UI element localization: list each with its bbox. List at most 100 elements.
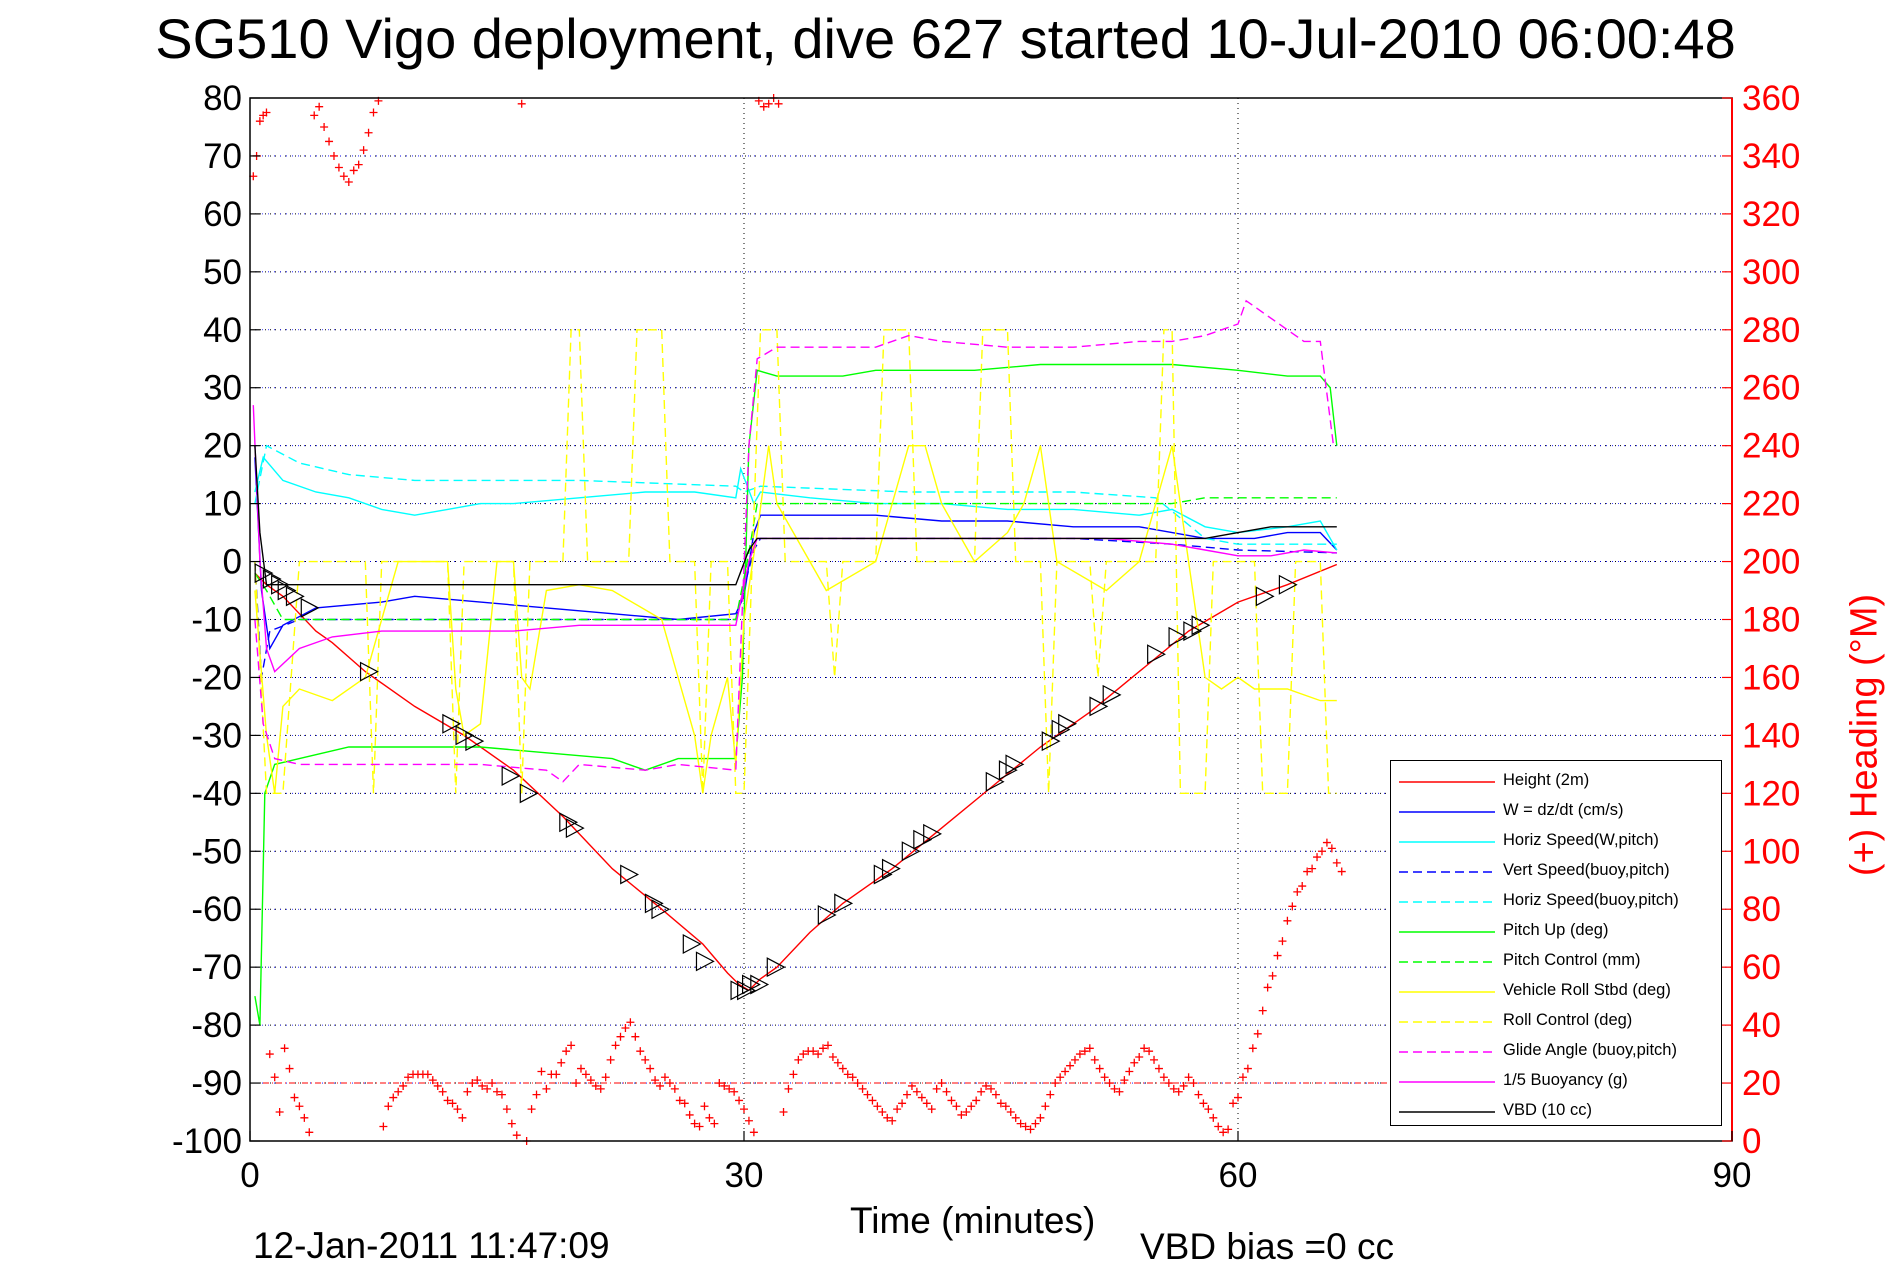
height-marker-triangle xyxy=(1058,713,1078,734)
heading-plus-marker xyxy=(927,1105,936,1114)
heading-plus-marker xyxy=(1209,1113,1218,1122)
heading-plus-marker xyxy=(493,1087,501,1096)
legend-item: Height (2m) xyxy=(1391,767,1721,797)
heading-plus-marker xyxy=(665,1079,674,1088)
heading-plus-marker xyxy=(789,1070,798,1079)
heading-plus-marker xyxy=(1332,858,1341,867)
y2-tick-label: 180 xyxy=(1742,601,1800,640)
heading-plus-marker xyxy=(641,1055,650,1064)
height-marker-triangle xyxy=(644,893,664,914)
heading-plus-marker xyxy=(1288,902,1297,911)
heading-plus-marker xyxy=(740,1105,748,1114)
height-marker-triangle xyxy=(750,974,770,995)
heading-plus-marker xyxy=(443,1096,452,1105)
heading-plus-marker xyxy=(1303,867,1312,876)
height-marker-triangle xyxy=(651,899,671,920)
heading-plus-marker xyxy=(853,1079,862,1088)
heading-plus-marker xyxy=(1135,1052,1144,1061)
heading-plus-marker xyxy=(685,1110,694,1119)
y-tick-label: -100 xyxy=(172,1122,242,1161)
heading-plus-marker xyxy=(438,1087,447,1096)
legend-label: Vehicle Roll Stbd (deg) xyxy=(1503,981,1671,999)
heading-plus-marker xyxy=(1238,1073,1247,1082)
heading-plus-marker xyxy=(1337,867,1346,876)
heading-plus-marker xyxy=(759,102,768,111)
legend-item: Pitch Up (deg) xyxy=(1391,917,1721,947)
heading-plus-marker xyxy=(325,137,334,146)
heading-plus-marker xyxy=(1229,1099,1238,1108)
heading-plus-marker xyxy=(962,1108,971,1117)
heading-plus-marker xyxy=(389,1093,398,1102)
heading-plus-marker xyxy=(1006,1108,1015,1117)
heading-plus-marker xyxy=(907,1081,916,1090)
heading-plus-marker xyxy=(626,1018,635,1027)
heading-plus-marker xyxy=(996,1099,1005,1108)
x-tick-label: 30 xyxy=(725,1156,764,1195)
heading-plus-marker xyxy=(448,1099,457,1108)
heading-plus-marker xyxy=(1016,1119,1025,1128)
heading-plus-marker xyxy=(1031,1119,1040,1128)
heading-plus-marker xyxy=(991,1090,1000,1099)
legend-label: Glide Angle (buoy,pitch) xyxy=(1503,1041,1677,1059)
heading-plus-marker xyxy=(606,1055,615,1064)
heading-plus-marker xyxy=(888,1116,897,1125)
legend-item: VBD (10 cc) xyxy=(1391,1097,1721,1127)
heading-plus-marker xyxy=(310,111,319,120)
heading-plus-marker xyxy=(1298,882,1307,891)
heading-plus-marker xyxy=(922,1099,931,1108)
heading-plus-marker xyxy=(1090,1055,1099,1064)
legend-swatch xyxy=(1399,1051,1495,1053)
y2-tick-label: 0 xyxy=(1742,1122,1761,1161)
heading-plus-marker xyxy=(262,108,271,117)
heading-plus-marker xyxy=(952,1102,961,1111)
heading-plus-marker xyxy=(270,1073,279,1082)
heading-plus-marker xyxy=(290,1093,299,1102)
heading-markers xyxy=(249,94,1346,1145)
legend-label: Vert Speed(buoy,pitch) xyxy=(1503,861,1670,879)
y-tick-label: 50 xyxy=(203,253,242,292)
heading-plus-marker xyxy=(893,1105,902,1114)
y2-tick-label: 340 xyxy=(1742,137,1800,176)
y2-tick-label: 80 xyxy=(1742,890,1781,929)
heading-plus-marker xyxy=(651,1076,660,1085)
heading-plus-marker xyxy=(1263,983,1272,992)
height-marker-triangle xyxy=(565,818,585,839)
legend-label: Pitch Control (mm) xyxy=(1503,951,1641,969)
heading-plus-marker xyxy=(779,1108,788,1117)
heading-plus-marker xyxy=(497,1090,506,1099)
heading-plus-marker xyxy=(1046,1090,1055,1099)
heading-plus-marker xyxy=(1150,1055,1159,1064)
height-marker-triangle xyxy=(442,713,462,734)
heading-plus-marker xyxy=(483,1084,492,1093)
heading-plus-marker xyxy=(799,1050,808,1059)
heading-plus-marker xyxy=(1061,1067,1070,1076)
y2-tick-label: 100 xyxy=(1742,832,1800,871)
legend-swatch xyxy=(1399,1081,1495,1083)
heading-plus-marker xyxy=(453,1105,462,1114)
heading-plus-marker xyxy=(463,1087,472,1096)
height-marker-triangle xyxy=(1041,731,1061,752)
heading-plus-marker xyxy=(1130,1058,1139,1067)
height-marker-triangle xyxy=(1051,719,1071,740)
heading-plus-marker xyxy=(478,1081,487,1090)
legend-item: 1/5 Buoyancy (g) xyxy=(1391,1067,1721,1097)
height-marker-triangle xyxy=(559,812,579,833)
heading-plus-marker xyxy=(1234,1093,1242,1102)
height-marker-triangle xyxy=(881,858,901,879)
series-line xyxy=(254,299,1335,783)
height-marker-triangle xyxy=(620,864,640,885)
heading-plus-marker xyxy=(616,1032,625,1041)
heading-plus-marker xyxy=(1041,1102,1050,1111)
heading-plus-marker xyxy=(720,1081,729,1090)
height-marker-triangle xyxy=(1278,574,1298,595)
heading-plus-marker xyxy=(898,1099,907,1108)
heading-plus-marker xyxy=(517,99,526,108)
legend-item: Pitch Control (mm) xyxy=(1391,947,1721,977)
legend-swatch xyxy=(1399,1111,1495,1113)
legend-swatch xyxy=(1399,781,1495,783)
heading-plus-marker xyxy=(423,1070,432,1079)
y-tick-label: -50 xyxy=(191,832,242,871)
series-line xyxy=(254,563,1338,992)
heading-plus-marker xyxy=(1066,1061,1075,1070)
heading-plus-marker xyxy=(576,1064,585,1073)
